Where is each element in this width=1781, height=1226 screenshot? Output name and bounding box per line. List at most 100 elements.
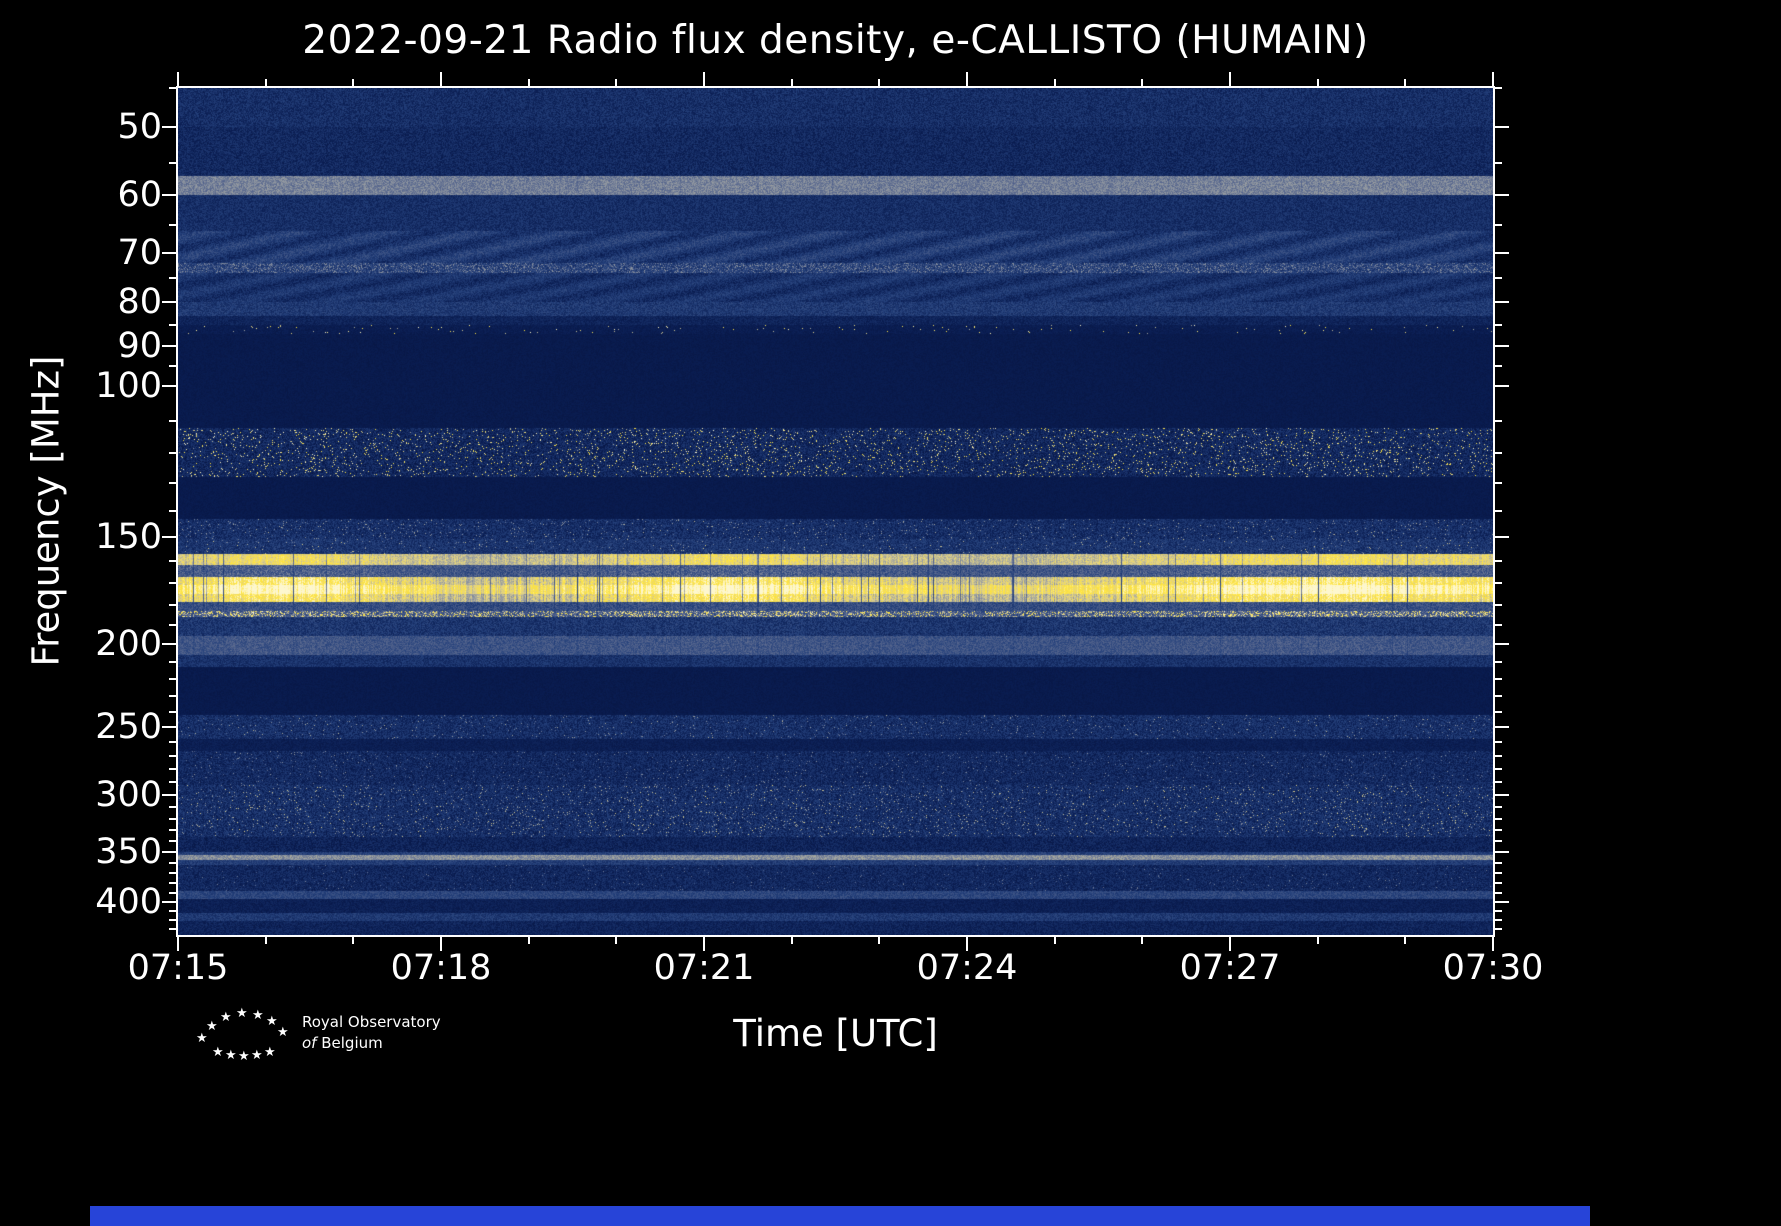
y-tick-label: 80 bbox=[117, 282, 162, 323]
y-minor-tick bbox=[169, 87, 176, 89]
y-minor-tick bbox=[1495, 881, 1502, 884]
x-major-tick bbox=[703, 72, 705, 86]
y-major-tick bbox=[1495, 642, 1509, 645]
x-tick-label: 07:30 bbox=[1442, 948, 1544, 988]
y-major-tick bbox=[1495, 725, 1509, 728]
y-minor-tick bbox=[1495, 710, 1502, 713]
x-minor-tick bbox=[1141, 937, 1144, 944]
x-minor-tick bbox=[264, 79, 267, 86]
x-major-tick bbox=[1492, 72, 1494, 86]
x-minor-tick bbox=[264, 937, 267, 944]
star-icon: ★ bbox=[252, 1008, 264, 1023]
y-major-tick bbox=[162, 901, 176, 904]
x-minor-tick bbox=[527, 79, 530, 86]
y-tick-label: 350 bbox=[95, 832, 162, 873]
y-minor-tick bbox=[1495, 323, 1502, 326]
y-minor-tick bbox=[169, 829, 176, 832]
y-minor-tick bbox=[1495, 694, 1502, 697]
y-minor-tick bbox=[1495, 927, 1502, 930]
x-minor-tick bbox=[352, 79, 355, 86]
x-minor-tick bbox=[615, 937, 618, 944]
y-major-tick bbox=[162, 126, 176, 129]
y-minor-tick bbox=[169, 817, 176, 820]
y-minor-tick bbox=[169, 660, 176, 663]
y-major-tick bbox=[1495, 793, 1509, 796]
star-icon: ★ bbox=[266, 1014, 278, 1029]
y-minor-tick bbox=[1495, 224, 1502, 226]
y-minor-tick bbox=[169, 323, 176, 326]
y-major-tick bbox=[1495, 126, 1509, 129]
y-minor-tick bbox=[169, 224, 176, 226]
x-major-tick bbox=[177, 937, 179, 951]
y-minor-tick bbox=[169, 365, 176, 368]
y-minor-tick bbox=[1495, 740, 1502, 743]
y-minor-tick bbox=[1495, 781, 1502, 784]
star-icon: ★ bbox=[238, 1049, 250, 1064]
y-minor-tick bbox=[1495, 559, 1502, 562]
star-icon: ★ bbox=[264, 1045, 276, 1060]
y-major-tick bbox=[162, 251, 176, 254]
x-major-tick bbox=[1492, 937, 1494, 951]
star-icon: ★ bbox=[196, 1031, 208, 1046]
y-major-tick bbox=[1495, 301, 1509, 304]
y-minor-tick bbox=[169, 806, 176, 809]
y-tick-label: 400 bbox=[95, 882, 162, 923]
y-major-tick bbox=[1495, 384, 1509, 387]
x-axis-label: Time [UTC] bbox=[733, 1012, 938, 1055]
star-icon: ★ bbox=[220, 1010, 232, 1025]
y-minor-tick bbox=[1495, 420, 1502, 423]
y-minor-tick bbox=[169, 277, 176, 280]
y-major-tick bbox=[1495, 345, 1509, 348]
x-minor-tick bbox=[790, 937, 793, 944]
y-minor-tick bbox=[1495, 919, 1502, 922]
x-major-tick bbox=[966, 72, 968, 86]
x-minor-tick bbox=[1141, 79, 1144, 86]
y-tick-label: 100 bbox=[95, 365, 162, 406]
y-minor-tick bbox=[169, 840, 176, 843]
y-minor-tick bbox=[169, 482, 176, 485]
y-minor-tick bbox=[169, 919, 176, 922]
rob-logo-line1: Royal Observatory bbox=[302, 1013, 441, 1031]
y-minor-tick bbox=[1495, 161, 1502, 164]
y-minor-tick bbox=[169, 754, 176, 757]
y-major-tick bbox=[162, 301, 176, 304]
x-major-tick bbox=[440, 937, 442, 951]
star-icon: ★ bbox=[206, 1019, 218, 1034]
x-major-tick bbox=[440, 72, 442, 86]
y-minor-tick bbox=[169, 871, 176, 874]
y-major-tick bbox=[162, 535, 176, 538]
y-minor-tick bbox=[1495, 817, 1502, 820]
bottom-strip bbox=[90, 1206, 1590, 1226]
y-minor-tick bbox=[1495, 754, 1502, 757]
x-major-tick bbox=[1229, 937, 1231, 951]
y-minor-tick bbox=[1495, 871, 1502, 874]
y-minor-tick bbox=[1495, 910, 1502, 913]
y-tick-label: 90 bbox=[117, 326, 162, 367]
y-minor-tick bbox=[1495, 509, 1502, 512]
y-minor-tick bbox=[169, 452, 176, 455]
y-tick-label: 250 bbox=[95, 706, 162, 747]
y-minor-tick bbox=[169, 740, 176, 743]
y-minor-tick bbox=[1495, 623, 1502, 626]
y-minor-tick bbox=[169, 559, 176, 562]
x-minor-tick bbox=[790, 79, 793, 86]
rob-logo: ★ ★ ★ ★ ★ ★ ★ ★ ★ ★ ★ ★ Royal Observatory of Belgiu… bbox=[182, 1000, 642, 1072]
x-major-tick bbox=[1229, 72, 1231, 86]
y-tick-label: 60 bbox=[117, 175, 162, 216]
y-minor-tick bbox=[169, 781, 176, 784]
x-tick-label: 07:24 bbox=[916, 948, 1018, 988]
y-minor-tick bbox=[169, 603, 176, 606]
y-major-tick bbox=[162, 642, 176, 645]
y-minor-tick bbox=[169, 420, 176, 423]
y-major-tick bbox=[1495, 901, 1509, 904]
y-major-tick bbox=[1495, 251, 1509, 254]
y-major-tick bbox=[162, 725, 176, 728]
y-tick-label: 150 bbox=[95, 516, 162, 557]
y-major-tick bbox=[162, 851, 176, 854]
x-tick-label: 07:27 bbox=[1179, 948, 1281, 988]
x-minor-tick bbox=[1316, 79, 1319, 86]
x-minor-tick bbox=[1053, 79, 1056, 86]
y-minor-tick bbox=[1495, 482, 1502, 485]
y-major-tick bbox=[162, 194, 176, 197]
star-icon: ★ bbox=[277, 1025, 289, 1040]
